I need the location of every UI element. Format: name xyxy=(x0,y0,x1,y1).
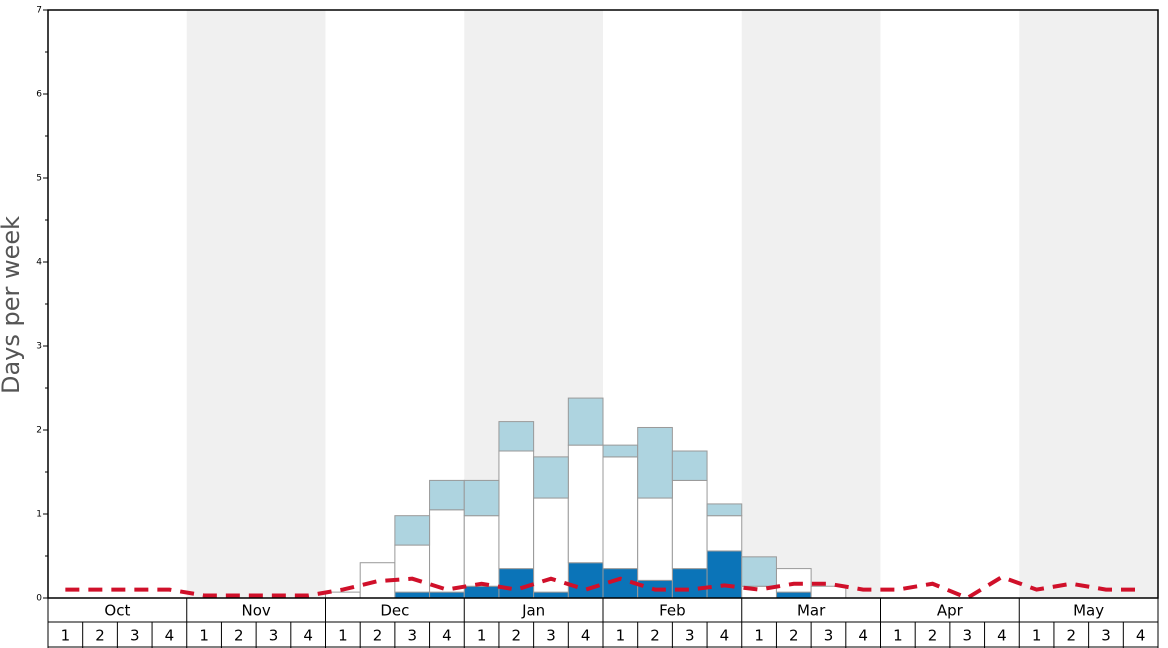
x-tick-label: 1 xyxy=(199,627,209,645)
bar-segment xyxy=(498,421,535,452)
x-tick-label: 2 xyxy=(512,627,522,645)
bar-segment xyxy=(602,456,639,570)
bar-segment xyxy=(706,503,743,517)
x-tick-label: 2 xyxy=(650,627,660,645)
x-tick-label: 1 xyxy=(616,627,626,645)
bar-segment xyxy=(394,591,431,599)
x-tick-label: 1 xyxy=(1032,627,1042,645)
x-tick-label: 3 xyxy=(546,627,556,645)
bar-segment xyxy=(567,397,604,446)
x-tick-label: 1 xyxy=(477,627,487,645)
bar-segment xyxy=(706,550,743,599)
x-tick-label: 3 xyxy=(962,627,972,645)
x-tick-label: 2 xyxy=(95,627,105,645)
x-tick-label: 3 xyxy=(824,627,834,645)
bar-segment xyxy=(429,509,465,593)
x-tick-label: 4 xyxy=(720,627,730,645)
x-tick-label: 1 xyxy=(338,627,348,645)
month-label: Oct xyxy=(104,602,130,620)
bar-segment xyxy=(810,585,847,599)
bar-segment xyxy=(706,515,743,552)
x-tick-label: 3 xyxy=(1101,627,1111,645)
y-tick-label: 3 xyxy=(36,342,42,352)
bar-segment xyxy=(671,479,708,570)
y-tick-label: 1 xyxy=(36,510,42,520)
month-band xyxy=(1019,10,1158,598)
month-label: Jan xyxy=(521,602,545,620)
x-tick-label: 1 xyxy=(61,627,71,645)
bar-segment xyxy=(463,479,500,517)
bar-segment xyxy=(671,450,708,481)
bar-segment xyxy=(463,585,500,599)
month-label: Apr xyxy=(937,602,964,620)
bar-segment xyxy=(775,591,812,599)
bar-segment xyxy=(775,568,812,593)
bar-segment xyxy=(567,562,604,599)
x-tick-label: 4 xyxy=(858,627,868,645)
bar-segment xyxy=(394,544,431,593)
x-tick-label: 4 xyxy=(581,627,591,645)
bar-segment xyxy=(671,568,708,599)
bar-segment xyxy=(567,444,604,564)
x-tick-label: 4 xyxy=(303,627,313,645)
x-tick-label: 4 xyxy=(442,627,452,645)
x-tick-label: 3 xyxy=(685,627,695,645)
x-tick-label: 2 xyxy=(1067,627,1077,645)
x-tick-label: 1 xyxy=(893,627,903,645)
month-band xyxy=(186,10,326,598)
bar-segment xyxy=(741,556,777,587)
bar-segment xyxy=(394,515,431,546)
x-tick-label: 2 xyxy=(234,627,244,645)
x-tick-label: 2 xyxy=(928,627,938,645)
x-tick-label: 3 xyxy=(130,627,140,645)
y-tick-label: 6 xyxy=(36,90,42,100)
bar-segment xyxy=(429,479,465,511)
month-label: Feb xyxy=(659,602,686,620)
x-tick-label: 3 xyxy=(269,627,279,645)
month-band xyxy=(880,10,1020,598)
y-tick-label: 7 xyxy=(36,6,42,16)
month-band xyxy=(48,10,187,598)
y-tick-label: 4 xyxy=(36,258,42,268)
y-tick-label: 2 xyxy=(36,426,42,436)
y-tick-label: 0 xyxy=(36,594,42,604)
x-tick-label: 2 xyxy=(789,627,799,645)
bar-segment xyxy=(637,426,673,499)
bar-segment xyxy=(602,444,639,458)
month-label: Mar xyxy=(797,602,826,620)
y-tick-label: 5 xyxy=(36,174,42,184)
bar-segment xyxy=(637,497,673,581)
bar-segment xyxy=(533,591,569,599)
bar-segment xyxy=(533,456,569,499)
x-tick-label: 4 xyxy=(165,627,175,645)
bar-segment xyxy=(429,591,465,599)
x-tick-label: 4 xyxy=(997,627,1007,645)
y-axis-label: Days per week xyxy=(0,216,25,394)
x-tick-label: 4 xyxy=(1136,627,1146,645)
x-tick-label: 2 xyxy=(373,627,383,645)
bar-segment xyxy=(498,450,535,570)
month-label: Nov xyxy=(241,602,270,620)
month-label: Dec xyxy=(380,602,409,620)
bar-segment xyxy=(498,568,535,599)
month-band xyxy=(741,10,881,598)
bar-segment xyxy=(463,515,500,587)
x-tick-label: 3 xyxy=(407,627,417,645)
x-tick-label: 1 xyxy=(754,627,764,645)
month-label: May xyxy=(1073,602,1104,620)
